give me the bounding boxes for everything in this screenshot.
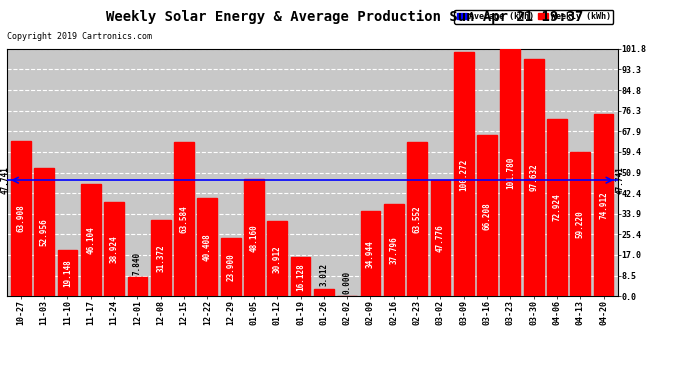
Text: 16.128: 16.128 [296, 263, 305, 291]
Bar [547, 119, 567, 296]
Text: 7.840: 7.840 [133, 252, 142, 275]
Bar [221, 238, 241, 296]
Text: 37.796: 37.796 [389, 236, 398, 264]
Bar [524, 59, 544, 296]
Text: 47.741: 47.741 [0, 166, 9, 194]
Text: 101.780: 101.780 [506, 156, 515, 189]
Text: 72.924: 72.924 [553, 194, 562, 222]
Text: 0.000: 0.000 [343, 271, 352, 294]
Bar [477, 135, 497, 296]
Bar [174, 142, 194, 296]
Bar [128, 277, 148, 296]
Text: 19.148: 19.148 [63, 259, 72, 287]
Text: 48.160: 48.160 [250, 224, 259, 252]
Bar [361, 211, 380, 296]
Text: 63.908: 63.908 [17, 205, 26, 232]
Text: 23.900: 23.900 [226, 254, 235, 281]
Text: Weekly Solar Energy & Average Production Sun Apr 21 19:37: Weekly Solar Energy & Average Production… [106, 9, 584, 24]
Bar [81, 184, 101, 296]
Bar [197, 198, 217, 296]
Bar [34, 168, 54, 296]
Bar [314, 289, 334, 296]
Text: 46.104: 46.104 [86, 226, 95, 254]
Text: 97.632: 97.632 [529, 164, 538, 192]
Text: 38.924: 38.924 [110, 235, 119, 263]
Legend: Average (kWh), Weekly (kWh): Average (kWh), Weekly (kWh) [454, 10, 613, 24]
Text: 34.944: 34.944 [366, 240, 375, 268]
Text: Copyright 2019 Cartronics.com: Copyright 2019 Cartronics.com [7, 32, 152, 41]
Text: 3.012: 3.012 [319, 263, 328, 286]
Bar [290, 257, 310, 296]
Bar [500, 49, 520, 296]
Bar [151, 220, 170, 296]
Text: 74.912: 74.912 [599, 191, 608, 219]
Bar [267, 221, 287, 296]
Text: 100.272: 100.272 [460, 158, 469, 190]
Text: 47.741: 47.741 [615, 166, 624, 194]
Bar [11, 141, 31, 296]
Text: 63.584: 63.584 [179, 205, 188, 233]
Text: 40.408: 40.408 [203, 233, 212, 261]
Bar [454, 53, 473, 296]
Bar [431, 180, 451, 296]
Bar [593, 114, 613, 296]
Bar [384, 204, 404, 296]
Text: 66.208: 66.208 [482, 202, 491, 229]
Text: 52.956: 52.956 [40, 218, 49, 246]
Text: 47.776: 47.776 [436, 224, 445, 252]
Bar [244, 179, 264, 296]
Text: 63.552: 63.552 [413, 205, 422, 233]
Text: 31.372: 31.372 [156, 244, 165, 272]
Bar [407, 142, 427, 296]
Bar [571, 152, 590, 296]
Bar [57, 250, 77, 296]
Text: 59.220: 59.220 [575, 210, 584, 238]
Bar [104, 202, 124, 296]
Text: 30.912: 30.912 [273, 245, 282, 273]
